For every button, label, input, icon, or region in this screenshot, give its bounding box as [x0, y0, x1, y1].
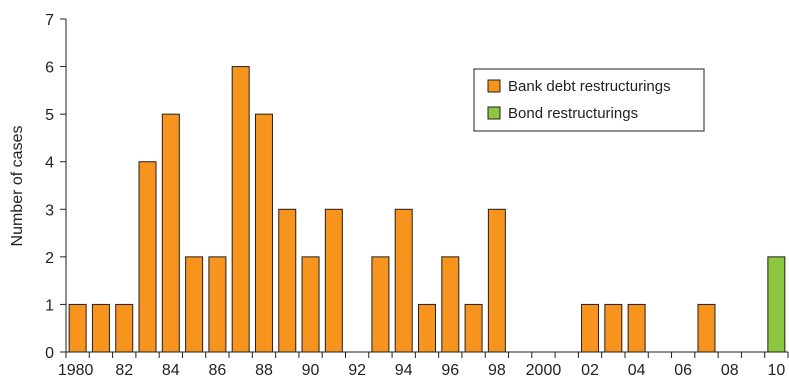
- x-tick-label: 02: [581, 362, 599, 379]
- y-tick-label: 2: [45, 250, 54, 267]
- legend-label-bank: Bank debt restructurings: [508, 78, 671, 95]
- legend-box: [473, 68, 705, 132]
- bar-1985-series-0: [185, 256, 204, 353]
- bar-1990-series-0: [301, 256, 320, 353]
- bar-1991-series-0: [324, 208, 343, 353]
- x-tick-label: 82: [115, 362, 133, 379]
- bar-1997-series-0: [464, 303, 483, 353]
- y-tick-label: 4: [45, 155, 54, 172]
- y-tick-label: 1: [45, 297, 54, 314]
- x-tick-label: 10: [767, 362, 785, 379]
- bar-1994-series-0: [394, 208, 413, 353]
- x-tick-label: 92: [348, 362, 366, 379]
- bar-1995-series-0: [418, 303, 436, 353]
- x-ticks-group: 1980 82 84 86 88 90 92 94 96 98 2000 02 04 06 08 10: [58, 352, 789, 379]
- legend-swatch-bond: [487, 106, 501, 120]
- x-tick-label: 04: [628, 362, 646, 379]
- bar-1993-series-0: [371, 256, 390, 353]
- bar-1981-series-0: [91, 303, 110, 353]
- axes-group: [65, 19, 788, 353]
- legend: Bank debt restructurings Bond restructur…: [473, 68, 705, 132]
- bar-1988-series-0: [254, 113, 273, 353]
- y-tick-label: 3: [45, 202, 54, 219]
- x-tick-label: 08: [721, 362, 739, 379]
- x-tick-label: 86: [208, 362, 226, 379]
- bar-1983-series-0: [138, 161, 157, 353]
- bar-2004-series-0: [627, 303, 646, 353]
- x-tick-label: 06: [674, 362, 692, 379]
- bar-1996-series-0: [441, 256, 460, 353]
- bar-1982-series-0: [115, 303, 134, 353]
- bars-group: [68, 66, 786, 353]
- x-tick-label: 2000: [526, 362, 562, 379]
- y-tick-label: 6: [45, 60, 54, 77]
- bar-1986-series-0: [208, 256, 227, 353]
- x-tick-label: 1980: [58, 362, 94, 379]
- x-tick-label: 90: [302, 362, 320, 379]
- y-tick-label: 0: [45, 345, 54, 362]
- bar-1998-series-0: [487, 208, 506, 353]
- bar-1984-series-0: [161, 113, 180, 353]
- legend-swatch-bank: [487, 79, 501, 93]
- x-tick-label: 96: [441, 362, 459, 379]
- bar-2002-series-0: [581, 303, 600, 353]
- y-tick-label: 7: [45, 12, 54, 29]
- x-tick-label: 98: [488, 362, 506, 379]
- bar-2003-series-0: [604, 303, 623, 353]
- y-axis-label: Number of cases: [9, 126, 26, 247]
- bar-2007-series-0: [697, 303, 716, 353]
- bar-1987-series-0: [231, 66, 250, 353]
- bar-1989-series-0: [278, 208, 297, 353]
- bar-1980-series-0: [68, 303, 87, 353]
- x-tick-label: 94: [395, 362, 413, 379]
- x-tick-label: 88: [255, 362, 273, 379]
- y-tick-label: 5: [45, 107, 54, 124]
- x-tick-label: 84: [162, 362, 180, 379]
- y-ticks-group: 0 1 2 3 4 5 6 7: [45, 12, 66, 362]
- bar-2010-series-1: [767, 256, 786, 353]
- legend-label-bond: Bond restructurings: [508, 105, 638, 122]
